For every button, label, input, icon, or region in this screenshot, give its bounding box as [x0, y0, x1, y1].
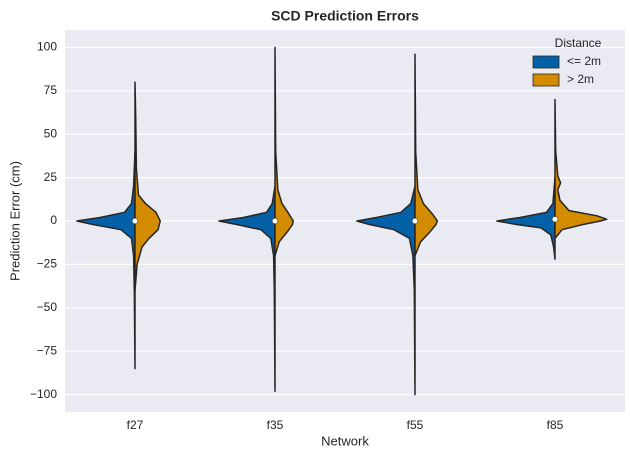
x-tick-label: f35 — [267, 418, 284, 432]
median-dot — [411, 217, 419, 225]
y-tick-label: −100 — [30, 387, 57, 401]
x-axis-label: Network — [321, 433, 369, 448]
violin-half — [414, 53, 439, 257]
x-tick-label: f27 — [127, 418, 144, 432]
chart-title: SCD Prediction Errors — [271, 8, 419, 24]
median-dot — [271, 217, 279, 225]
y-tick-label: −75 — [37, 343, 58, 357]
y-tick-label: 50 — [44, 126, 58, 140]
legend-swatch — [532, 73, 560, 87]
legend-label: <= 2m — [567, 54, 601, 68]
legend-label: > 2m — [567, 72, 594, 86]
y-tick-label: 25 — [44, 170, 58, 184]
y-axis-label: Prediction Error (cm) — [7, 161, 22, 281]
median-dot — [131, 217, 139, 225]
legend-swatch — [532, 55, 560, 69]
x-tick-label: f85 — [547, 418, 564, 432]
x-tick-label: f55 — [407, 418, 424, 432]
y-tick-label: −25 — [37, 257, 58, 271]
violin-half — [134, 81, 161, 292]
y-tick-label: 0 — [50, 213, 57, 227]
legend-title: Distance — [555, 36, 602, 50]
y-tick-label: 100 — [37, 40, 57, 54]
median-dot — [551, 216, 559, 223]
y-tick-label: −50 — [37, 300, 58, 314]
violin-half — [274, 46, 294, 257]
violin-half — [554, 98, 608, 240]
y-tick-label: 75 — [44, 83, 58, 97]
